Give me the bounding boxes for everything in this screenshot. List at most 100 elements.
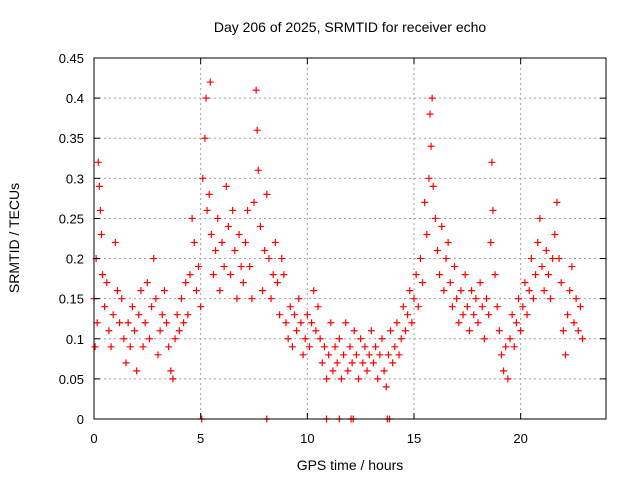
data-point: [374, 375, 382, 383]
data-point: [261, 247, 269, 255]
data-point: [444, 239, 452, 247]
data-point: [325, 351, 333, 359]
data-point: [320, 343, 328, 351]
data-point: [363, 367, 371, 375]
data-point: [549, 255, 557, 263]
data-point: [171, 335, 179, 343]
data-point: [406, 287, 414, 295]
data-point: [301, 335, 309, 343]
data-point: [457, 287, 465, 295]
y-tick-label: 0.2: [66, 252, 84, 267]
data-point: [167, 367, 175, 375]
data-point: [111, 239, 119, 247]
data-point: [175, 327, 183, 335]
data-point: [113, 287, 121, 295]
data-point: [224, 222, 232, 230]
data-point: [382, 383, 390, 391]
data-point: [525, 287, 533, 295]
y-tick-label: 0: [77, 412, 84, 427]
data-point: [252, 86, 260, 94]
data-point: [254, 166, 262, 174]
plot-frame: [93, 57, 607, 420]
data-point: [206, 78, 214, 86]
data-point: [137, 287, 145, 295]
data-point: [551, 230, 559, 238]
y-tick-label: 0.35: [59, 131, 84, 146]
x-tick-label: 0: [90, 431, 97, 446]
data-point: [186, 271, 194, 279]
data-point: [512, 319, 520, 327]
data-point: [169, 375, 177, 383]
data-point: [282, 319, 290, 327]
data-point: [192, 287, 200, 295]
data-point: [214, 214, 222, 222]
data-point: [97, 230, 105, 238]
data-point: [250, 198, 258, 206]
data-point: [120, 335, 128, 343]
data-point: [397, 335, 405, 343]
data-point: [344, 367, 352, 375]
data-point: [143, 279, 151, 287]
data-point: [312, 327, 320, 335]
x-tick-label: 15: [407, 431, 421, 446]
data-point: [293, 327, 301, 335]
data-point: [455, 319, 463, 327]
data-point: [342, 319, 350, 327]
data-point: [135, 311, 143, 319]
data-point: [470, 311, 478, 319]
data-point: [256, 222, 264, 230]
data-point: [308, 319, 316, 327]
data-point: [195, 263, 203, 271]
data-point: [367, 327, 375, 335]
data-point: [547, 295, 555, 303]
data-point: [116, 319, 124, 327]
data-point: [103, 279, 111, 287]
data-point: [231, 247, 239, 255]
data-point: [488, 158, 496, 166]
data-point: [99, 271, 107, 279]
data-point: [483, 295, 491, 303]
data-point: [423, 230, 431, 238]
y-tick-label: 0.45: [59, 51, 84, 66]
data-point: [303, 311, 311, 319]
data-point: [94, 158, 102, 166]
data-point: [489, 206, 497, 214]
data-point: [401, 327, 409, 335]
data-point: [428, 94, 436, 102]
data-point: [299, 351, 307, 359]
data-point: [412, 271, 420, 279]
data-point: [495, 327, 503, 335]
data-point: [419, 279, 427, 287]
data-point: [446, 279, 454, 287]
data-point: [384, 351, 392, 359]
data-point: [440, 287, 448, 295]
data-point: [376, 351, 384, 359]
data-point: [555, 255, 563, 263]
data-point: [233, 295, 241, 303]
data-point: [227, 271, 235, 279]
data-point: [202, 94, 210, 102]
data-point: [504, 375, 512, 383]
data-point: [133, 367, 141, 375]
data-point: [327, 319, 335, 327]
data-point: [568, 263, 576, 271]
data-point: [433, 247, 441, 255]
data-point: [425, 174, 433, 182]
data-point: [451, 263, 459, 271]
data-point: [165, 343, 173, 351]
data-point: [323, 375, 331, 383]
data-point: [561, 351, 569, 359]
data-point: [239, 279, 247, 287]
data-point: [431, 214, 439, 222]
data-point: [570, 319, 578, 327]
data-point: [199, 174, 207, 182]
data-point: [335, 335, 343, 343]
data-point: [158, 311, 166, 319]
data-point: [508, 311, 516, 319]
data-point: [395, 351, 403, 359]
data-point: [152, 295, 160, 303]
data-point: [248, 295, 256, 303]
data-point: [253, 126, 261, 134]
data-point: [427, 142, 435, 150]
data-point: [404, 311, 412, 319]
